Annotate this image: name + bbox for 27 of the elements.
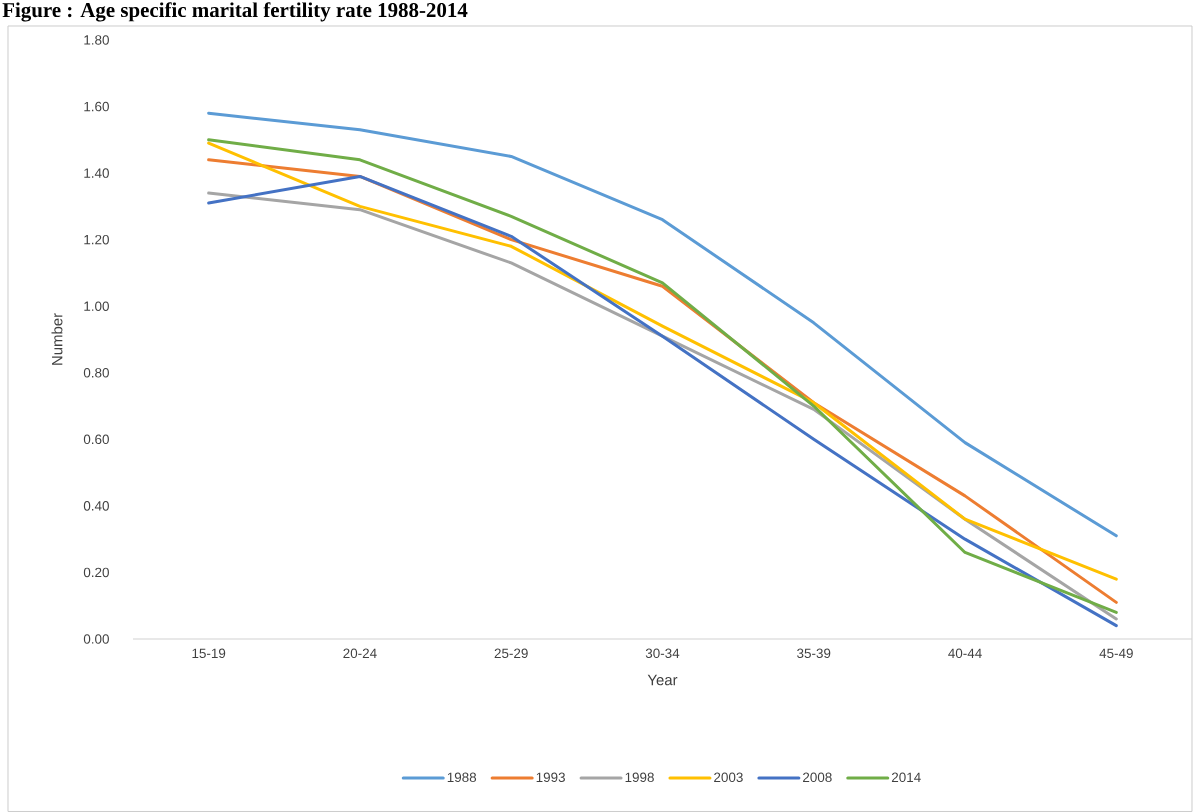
y-tick-label: 1.00 bbox=[84, 301, 109, 311]
y-tick-label: 0.00 bbox=[83, 634, 109, 644]
legend-label: 2008 bbox=[803, 772, 832, 783]
legend-label: 1988 bbox=[447, 772, 477, 783]
y-tick-label: 1.80 bbox=[84, 35, 109, 45]
x-tick-label: 15-19 bbox=[192, 648, 226, 659]
x-tick-label: 45-49 bbox=[1099, 648, 1133, 659]
chart-title: Figure : Age specific marital fertility rate 1988-2014 bbox=[2, 2, 468, 22]
x-axis-title: Year bbox=[647, 674, 678, 686]
legend-label: 2014 bbox=[891, 772, 921, 783]
y-tick-label: 1.60 bbox=[84, 101, 109, 112]
line-series bbox=[207, 111, 1118, 538]
x-tick-label: 40-44 bbox=[948, 648, 982, 659]
legend-label: 1998 bbox=[625, 772, 654, 783]
legend-label: 2003 bbox=[714, 772, 743, 783]
y-axis-title: Number bbox=[51, 313, 63, 365]
x-tick-label: 25-29 bbox=[494, 648, 528, 659]
y-tick-label: 0.20 bbox=[83, 567, 109, 578]
x-tick-label: 30-34 bbox=[645, 648, 680, 659]
y-tick-label: 1.40 bbox=[84, 168, 109, 178]
y-tick-label: 1.20 bbox=[84, 234, 109, 245]
y-tick-label: 0.80 bbox=[83, 368, 109, 378]
legend-label: 1993 bbox=[536, 772, 565, 783]
x-tick-label: 20-24 bbox=[343, 648, 377, 659]
x-tick-label: 35-39 bbox=[797, 648, 831, 659]
y-tick-label: 0.40 bbox=[83, 501, 109, 511]
y-tick-label: 0.60 bbox=[83, 434, 109, 445]
